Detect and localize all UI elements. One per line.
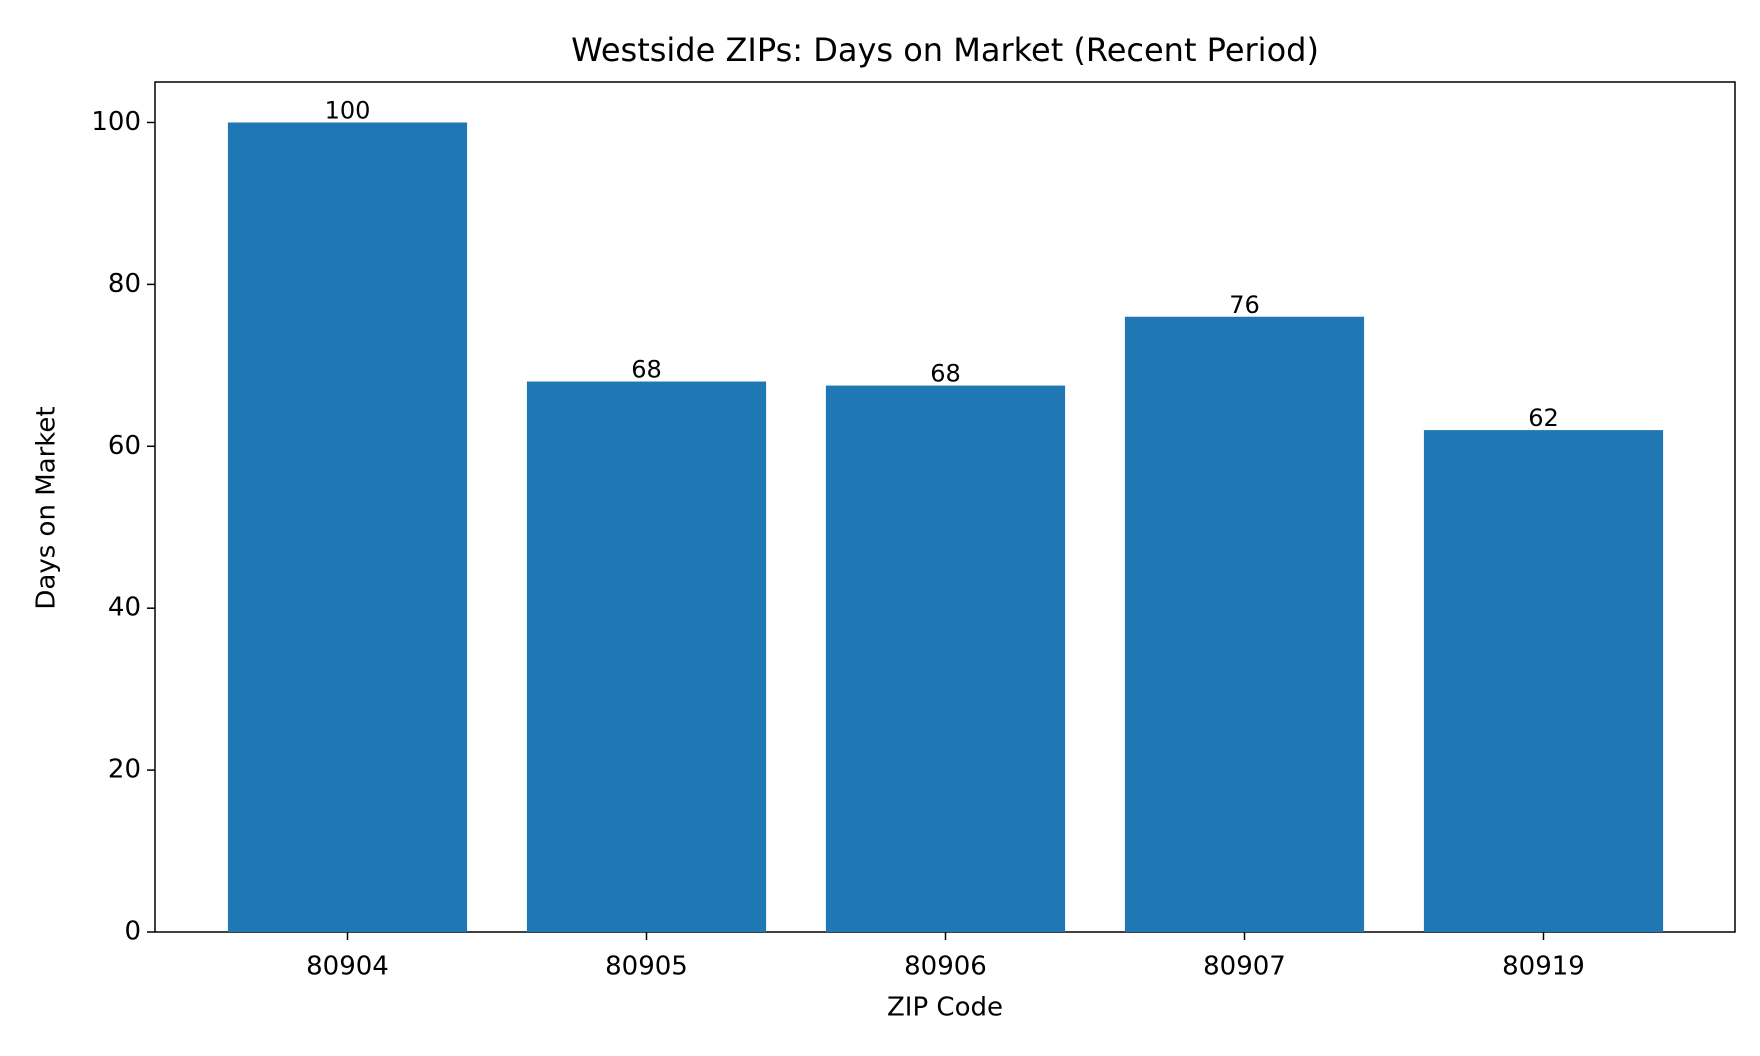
y-tick-label: 80 — [108, 269, 141, 299]
bar — [1124, 316, 1365, 932]
x-axis-label: ZIP Code — [887, 993, 1003, 1023]
bar — [1423, 430, 1664, 932]
value-label: 100 — [325, 96, 371, 124]
x-tick-label: 80907 — [1203, 952, 1286, 982]
y-tick-label: 40 — [108, 593, 141, 623]
value-label: 68 — [631, 356, 662, 384]
x-tick-label: 80905 — [605, 952, 688, 982]
bar — [227, 122, 468, 932]
bar — [526, 381, 767, 932]
x-tick-label: 80904 — [306, 952, 389, 982]
y-tick-label: 0 — [124, 917, 141, 947]
value-label: 76 — [1229, 291, 1260, 319]
y-tick-label: 20 — [108, 755, 141, 785]
bar — [825, 385, 1066, 933]
x-tick-label: 80919 — [1502, 952, 1585, 982]
value-label: 68 — [930, 360, 961, 388]
y-tick-label: 60 — [108, 431, 141, 461]
value-label: 62 — [1528, 404, 1559, 432]
y-axis-label: Days on Market — [32, 406, 62, 609]
y-tick-label: 100 — [91, 107, 141, 137]
x-tick-label: 80906 — [904, 952, 987, 982]
chart-title: Westside ZIPs: Days on Market (Recent Pe… — [571, 31, 1319, 69]
